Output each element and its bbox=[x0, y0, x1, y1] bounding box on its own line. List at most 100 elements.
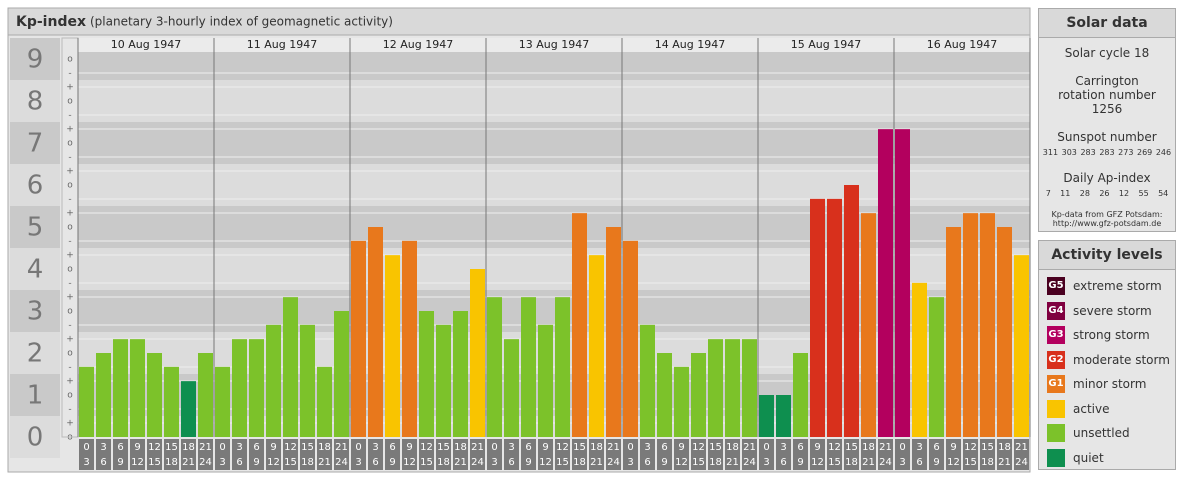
minor-tick-label: - bbox=[68, 111, 71, 121]
bar bbox=[504, 339, 519, 437]
hour-box bbox=[164, 439, 179, 470]
hour-box bbox=[606, 439, 621, 470]
hour-box bbox=[844, 439, 859, 470]
hour-box bbox=[861, 439, 876, 470]
bar bbox=[861, 213, 876, 437]
sunspot-number: 311 bbox=[1042, 148, 1059, 157]
hour-end: 6 bbox=[780, 457, 786, 468]
hour-box bbox=[113, 439, 128, 470]
bar bbox=[555, 297, 570, 437]
legend-swatch: G3 bbox=[1047, 326, 1065, 345]
hour-end: 15 bbox=[420, 457, 433, 468]
bar bbox=[385, 255, 400, 437]
hour-box bbox=[742, 439, 757, 470]
ap-value: 7 bbox=[1045, 189, 1051, 198]
ap-list: 7 11 28 26 12 55 54 bbox=[1039, 189, 1175, 198]
ap-value: 28 bbox=[1079, 189, 1090, 198]
legend-label: moderate storm bbox=[1073, 352, 1170, 367]
ap-value: 55 bbox=[1138, 189, 1149, 198]
hour-box bbox=[555, 439, 570, 470]
hour-end: 9 bbox=[389, 457, 395, 468]
y-tick-label: 2 bbox=[27, 339, 44, 369]
hour-box bbox=[334, 439, 349, 470]
y-tick-label: 5 bbox=[27, 213, 44, 243]
hour-box bbox=[453, 439, 468, 470]
sunspot-number: 283 bbox=[1080, 148, 1096, 157]
hour-end: 3 bbox=[355, 457, 361, 468]
bar bbox=[980, 213, 995, 437]
hour-end: 15 bbox=[964, 457, 977, 468]
chart-subtitle: (planetary 3-hourly index of geomagnetic… bbox=[90, 15, 393, 29]
bar bbox=[929, 297, 944, 437]
minor-tick-label: + bbox=[66, 125, 74, 135]
band bbox=[10, 38, 60, 80]
date-label: 10 Aug 1947 bbox=[111, 38, 181, 51]
bar bbox=[419, 311, 434, 437]
sunspot-number: 283 bbox=[1099, 148, 1115, 157]
sunspot-number: 273 bbox=[1118, 148, 1134, 157]
hour-start: 12 bbox=[964, 442, 977, 453]
hour-box bbox=[147, 439, 162, 470]
hour-box bbox=[997, 439, 1012, 470]
hour-end: 9 bbox=[933, 457, 939, 468]
hour-start: 15 bbox=[437, 442, 450, 453]
legend-label: strong storm bbox=[1073, 328, 1150, 343]
legend-swatch: G2 bbox=[1047, 350, 1065, 369]
hour-start: 9 bbox=[134, 442, 140, 453]
hour-start: 0 bbox=[355, 442, 361, 453]
y-tick-label: 4 bbox=[27, 255, 44, 285]
hour-end: 24 bbox=[607, 457, 620, 468]
legend-swatch: G5 bbox=[1047, 277, 1065, 296]
legend-item: quiet bbox=[1039, 446, 1175, 471]
hour-box bbox=[232, 439, 247, 470]
legend-swatch bbox=[1047, 399, 1065, 418]
hour-end: 12 bbox=[947, 457, 960, 468]
solar-cycle: Solar cycle 18 bbox=[1064, 46, 1150, 60]
hour-box bbox=[793, 439, 808, 470]
hour-end: 6 bbox=[372, 457, 378, 468]
carrington: Carrington rotation number 1256 bbox=[1058, 74, 1156, 116]
hour-end: 18 bbox=[165, 457, 178, 468]
legend-label: extreme storm bbox=[1073, 279, 1162, 294]
hour-box bbox=[895, 439, 910, 470]
hour-end: 21 bbox=[998, 457, 1011, 468]
bar bbox=[300, 324, 315, 437]
bar bbox=[130, 339, 145, 437]
hour-start: 6 bbox=[389, 442, 395, 453]
hour-start: 0 bbox=[491, 442, 497, 453]
sunspot-list: 311 303 283 283 273 269 246 bbox=[1039, 148, 1175, 157]
kp-chart: Kp-index (planetary 3-hourly index of ge… bbox=[7, 7, 1031, 473]
bar bbox=[147, 353, 162, 437]
date-strip bbox=[78, 38, 1030, 52]
bar bbox=[674, 366, 689, 437]
legend-swatch bbox=[1047, 424, 1065, 443]
bar bbox=[759, 395, 774, 437]
minor-tick-label: - bbox=[68, 153, 71, 163]
bar bbox=[215, 366, 230, 437]
hour-start: 3 bbox=[644, 442, 650, 453]
hour-end: 21 bbox=[726, 457, 739, 468]
hour-box bbox=[725, 439, 740, 470]
bar bbox=[589, 255, 604, 437]
hour-start: 9 bbox=[542, 442, 548, 453]
sunspot-title: Sunspot number bbox=[1057, 130, 1157, 144]
hour-start: 18 bbox=[182, 442, 195, 453]
ap-value: 26 bbox=[1099, 189, 1110, 198]
hour-start: 15 bbox=[845, 442, 858, 453]
minor-tick-label: + bbox=[66, 377, 74, 387]
hour-start: 9 bbox=[270, 442, 276, 453]
legend-label: severe storm bbox=[1073, 303, 1152, 318]
hour-start: 6 bbox=[117, 442, 123, 453]
hour-start: 21 bbox=[743, 442, 756, 453]
hour-end: 18 bbox=[709, 457, 722, 468]
bar bbox=[249, 339, 264, 437]
minor-tick-label: + bbox=[66, 251, 74, 261]
hour-box bbox=[946, 439, 961, 470]
minor-tick-label: + bbox=[66, 83, 74, 93]
legend-label: unsettled bbox=[1073, 426, 1130, 441]
minor-tick-label: o bbox=[67, 55, 73, 65]
minor-tick-label: o bbox=[67, 139, 73, 149]
bar bbox=[181, 381, 196, 437]
hour-box bbox=[198, 439, 213, 470]
hour-end: 12 bbox=[131, 457, 144, 468]
